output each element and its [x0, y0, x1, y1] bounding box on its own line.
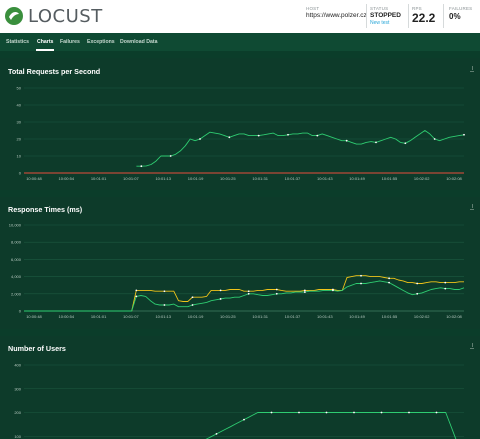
download-icon[interactable]: [470, 66, 474, 72]
chart-panel-rps: Total Requests per Second: [0, 58, 480, 190]
locust-logo-icon: [5, 7, 23, 25]
status-stat: STATUS STOPPED New test: [370, 6, 401, 26]
nav-tabs: Statistics Charts Failures Exceptions Do…: [0, 33, 480, 51]
tab-download-data[interactable]: Download Data: [120, 39, 158, 45]
status-value: STOPPED: [370, 12, 401, 19]
rps-stat: RPS 22.2: [412, 6, 435, 25]
failures-label: FAILURES: [449, 6, 473, 11]
rps-label: RPS: [412, 6, 422, 11]
tab-failures[interactable]: Failures: [60, 39, 80, 45]
chart-panel-response-times: Response Times (ms): [0, 197, 480, 329]
divider: [366, 4, 367, 28]
failures-stat: FAILURES 0%: [449, 6, 472, 21]
chart-title: Response Times (ms): [8, 205, 83, 214]
chart-title: Total Requests per Second: [8, 67, 101, 76]
rps-value: 22.2: [412, 11, 436, 25]
host-stat: HOST https://www.polzer.cz: [306, 6, 367, 19]
download-icon[interactable]: [470, 204, 474, 210]
active-tab-indicator: [36, 49, 54, 51]
top-bar: LOCUST HOST https://www.polzer.cz STATUS…: [0, 0, 480, 33]
tab-statistics[interactable]: Statistics: [6, 39, 30, 45]
status-label: STATUS: [370, 6, 389, 11]
tab-exceptions[interactable]: Exceptions: [87, 39, 115, 45]
download-icon[interactable]: [470, 343, 474, 349]
divider: [408, 4, 409, 28]
failures-value: 0%: [449, 12, 461, 21]
tab-charts[interactable]: Charts: [37, 39, 54, 45]
chart-title: Number of Users: [8, 344, 66, 353]
host-label: HOST: [306, 6, 320, 11]
chart-panel-users: Number of Users: [0, 336, 480, 439]
new-test-link[interactable]: New test: [370, 20, 390, 26]
app-logo-text: LOCUST: [28, 6, 103, 27]
host-value: https://www.polzer.cz: [306, 12, 367, 19]
divider: [443, 4, 444, 28]
